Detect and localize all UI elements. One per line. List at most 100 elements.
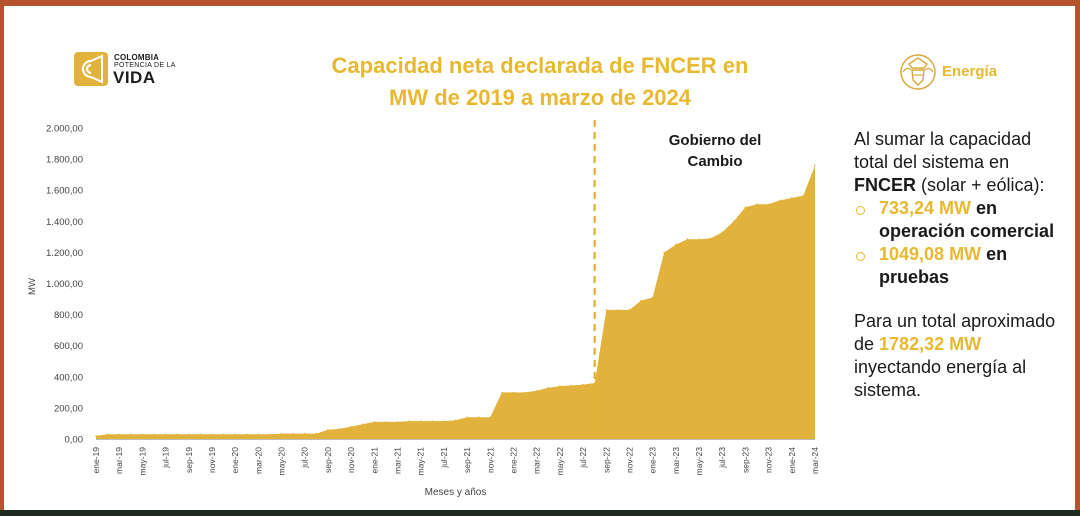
bullet-text-b: pruebas xyxy=(879,267,950,287)
data-point xyxy=(327,428,329,431)
summary-intro: Al sumar la capacidad total del sistema … xyxy=(854,128,1059,197)
x-tick-label: may-23 xyxy=(694,447,704,476)
bullet-value: 1049,08 MW xyxy=(879,244,982,264)
data-point xyxy=(605,309,608,311)
intro-tail: (solar + eólica): xyxy=(916,175,1045,195)
data-point xyxy=(373,421,376,423)
data-point xyxy=(431,420,434,422)
capacity-list: 733,24 MW en operación comercial 1049,08… xyxy=(854,197,1059,289)
data-point xyxy=(802,194,805,197)
data-point xyxy=(188,433,190,436)
x-tick-label: sep-23 xyxy=(740,447,750,473)
annotation-line2: Cambio xyxy=(687,153,742,170)
x-tick-label: ene-19 xyxy=(91,447,101,474)
data-point xyxy=(709,237,712,240)
summary-total: Para un total aproximado de 1782,32 MW i… xyxy=(854,310,1059,402)
colombia-logo-icon xyxy=(74,52,108,86)
y-tick-label: 2.000,00 xyxy=(46,124,83,135)
annotation-line1: Gobierno del xyxy=(669,132,762,149)
data-point xyxy=(489,416,492,419)
x-tick-label: may-21 xyxy=(416,447,426,476)
data-point xyxy=(95,435,97,437)
coat-of-arms-icon xyxy=(900,54,936,90)
x-tick-label: may-19 xyxy=(137,447,147,476)
x-tick-label: mar-23 xyxy=(671,447,681,474)
total-text: Para un total aproximado de xyxy=(854,311,1056,354)
colombia-potencia-logo: COLOMBIA POTENCIA DE LA VIDA xyxy=(74,52,184,90)
data-point xyxy=(280,432,283,435)
data-point xyxy=(176,433,178,436)
data-point xyxy=(419,420,422,422)
data-point xyxy=(686,238,689,240)
x-tick-label: sep-20 xyxy=(323,447,333,473)
capacity-area-series xyxy=(96,165,815,440)
data-point xyxy=(315,432,318,435)
y-tick-label: 600,00 xyxy=(54,341,83,352)
y-tick-label: 1.600,00 xyxy=(46,186,83,197)
bullet-text-b: operación comercial xyxy=(879,221,1055,241)
area-chart: 0,00 200,00 400,00 600,00 800,00 1.000,00 1.20… xyxy=(27,120,820,498)
x-tick-label: mar-21 xyxy=(393,447,403,474)
bullet-circle-icon xyxy=(856,206,865,215)
data-point xyxy=(164,433,167,436)
list-item: 1049,08 MW en pruebas xyxy=(854,243,1059,289)
data-point xyxy=(292,432,294,435)
data-point xyxy=(385,421,387,423)
x-tick-label: mar-19 xyxy=(114,447,124,474)
bullet-text-a: en xyxy=(971,198,998,218)
list-item: 733,24 MW en operación comercial xyxy=(854,197,1059,243)
data-point xyxy=(593,382,596,384)
data-point xyxy=(547,386,550,389)
data-point xyxy=(779,199,781,202)
x-tick-label: ene-24 xyxy=(787,447,797,474)
data-point xyxy=(222,433,225,436)
bottom-bar xyxy=(0,510,1080,516)
data-point xyxy=(756,203,758,205)
data-point xyxy=(744,206,747,209)
data-point xyxy=(570,384,573,387)
data-point xyxy=(141,433,144,436)
total-tail: inyectando energía al sistema. xyxy=(854,357,1027,400)
x-axis-label: Meses y años xyxy=(425,487,487,498)
data-point xyxy=(153,433,155,436)
y-tick-label: 200,00 xyxy=(54,403,83,414)
summary-panel: Al sumar la capacidad total del sistema … xyxy=(854,128,1059,402)
energia-logo: Energía xyxy=(898,52,1018,96)
x-tick-label: may-20 xyxy=(277,447,287,476)
x-tick-label: jul-23 xyxy=(717,447,727,469)
data-point xyxy=(582,383,584,386)
x-tick-label: jul-22 xyxy=(578,447,588,469)
data-point xyxy=(106,433,109,436)
title-line1: Capacidad neta declarada de FNCER en xyxy=(331,53,749,78)
x-tick-label: ene-21 xyxy=(369,447,379,474)
data-point xyxy=(257,433,260,436)
logo-line3: VIDA xyxy=(113,68,156,87)
x-tick-label: mar-24 xyxy=(810,447,820,474)
chart-title: Capacidad neta declarada de FNCER en MW … xyxy=(300,50,780,114)
x-tick-label: nov-20 xyxy=(346,447,356,473)
data-point xyxy=(396,421,399,423)
data-point xyxy=(477,416,480,419)
data-point xyxy=(524,391,526,394)
y-tick-label: 1.800,00 xyxy=(46,155,83,166)
data-point xyxy=(338,428,341,430)
title-line2: MW de 2019 a marzo de 2024 xyxy=(388,85,692,110)
x-tick-label: jul-19 xyxy=(161,447,171,469)
data-point xyxy=(408,420,410,422)
x-tick-label: may-22 xyxy=(555,447,565,476)
data-point xyxy=(501,391,503,394)
data-point xyxy=(640,299,642,302)
y-tick-label: 1.400,00 xyxy=(46,217,83,228)
x-tick-label: mar-20 xyxy=(253,447,263,474)
data-point xyxy=(211,433,213,436)
data-point xyxy=(663,251,665,254)
intro-bold: FNCER xyxy=(854,175,916,195)
bullet-value: 733,24 MW xyxy=(879,198,972,218)
data-point xyxy=(733,220,735,223)
x-tick-label: nov-22 xyxy=(624,447,634,473)
data-point xyxy=(350,425,352,428)
data-point xyxy=(234,433,236,436)
x-tick-label: ene-22 xyxy=(508,447,518,474)
data-point xyxy=(443,420,445,422)
data-point xyxy=(535,390,538,392)
